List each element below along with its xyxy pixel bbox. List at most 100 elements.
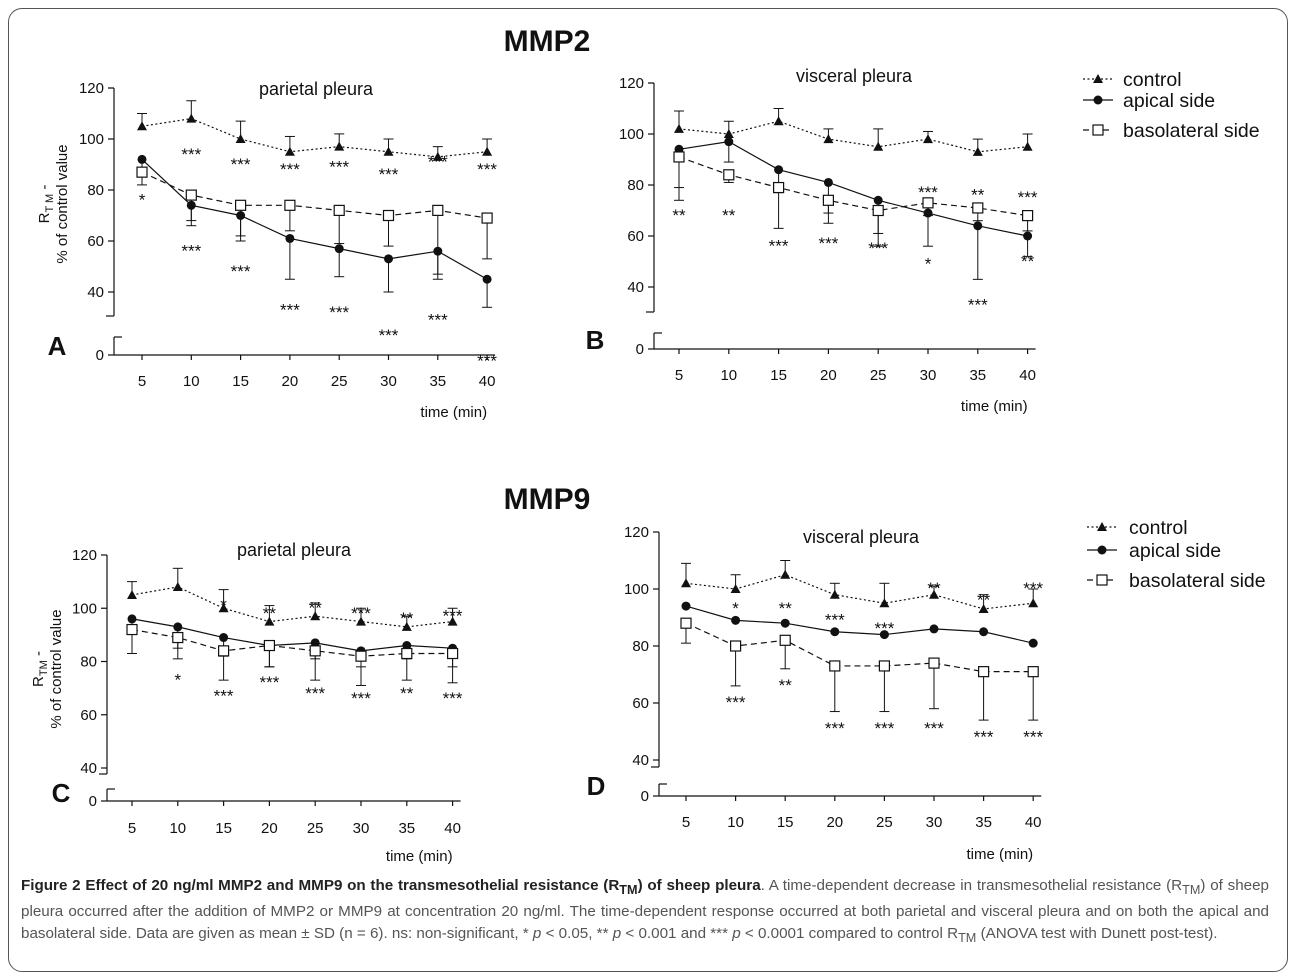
y-tick-label: 100	[79, 131, 104, 148]
series-basolateral	[136, 166, 493, 275]
data-point	[284, 146, 295, 156]
data-point	[334, 141, 345, 151]
data-point	[780, 569, 791, 579]
data-point	[979, 627, 989, 637]
significance-label: ***	[305, 684, 325, 703]
significance-label: ***	[428, 152, 448, 171]
y-tick-label: 0	[96, 347, 104, 364]
series-line	[685, 622, 1034, 673]
significance-label: ***	[181, 145, 201, 164]
data-point	[972, 202, 984, 214]
significance-label: *	[925, 255, 932, 274]
y-tick-label: 60	[627, 228, 644, 245]
y-tick-label: 0	[641, 788, 649, 805]
y-tick-label: 120	[619, 75, 644, 92]
data-point	[680, 617, 692, 629]
data-point	[723, 129, 734, 138]
significance-label: ***	[1023, 727, 1043, 746]
data-point	[731, 615, 741, 625]
y-tick-label: 60	[632, 695, 649, 712]
data-point	[823, 134, 834, 144]
data-point	[482, 274, 492, 284]
data-point	[263, 639, 275, 652]
series-line	[131, 628, 453, 657]
panel-label: D	[587, 771, 606, 801]
significance-label: ***	[259, 673, 279, 692]
data-point	[829, 589, 840, 599]
legend-marker-apical	[1093, 95, 1103, 105]
data-point	[310, 611, 321, 621]
legend-marker-basolateral	[1092, 124, 1104, 136]
x-tick-label: 20	[282, 373, 299, 390]
data-point	[482, 146, 493, 156]
significance-label: ***	[379, 326, 399, 345]
x-tick-label: 10	[727, 814, 744, 831]
data-point	[830, 627, 840, 637]
data-point	[185, 189, 197, 201]
significance-label: ***	[918, 183, 938, 202]
heading-mmp9: MMP9	[504, 483, 591, 516]
y-tick-label: 0	[636, 341, 644, 358]
data-point	[972, 146, 983, 156]
y-axis-label-line2: % of control value	[54, 144, 71, 263]
x-tick-label: 35	[429, 373, 446, 390]
x-tick-label: 25	[876, 814, 893, 831]
significance-label: **	[309, 599, 323, 618]
significance-label: ***	[443, 607, 463, 626]
x-tick-label: 25	[307, 820, 324, 837]
data-point	[1027, 666, 1039, 678]
y-tick-label: 40	[627, 279, 644, 296]
data-point	[172, 631, 184, 644]
data-point	[1022, 141, 1033, 151]
panel-label: B	[586, 325, 605, 355]
y-tick-label: 80	[87, 182, 104, 199]
chart-title: parietal pleura	[259, 79, 374, 99]
significance-label: ***	[726, 693, 746, 712]
x-tick-label: 5	[675, 367, 683, 384]
x-tick-label: 15	[232, 373, 249, 390]
x-axis-label: time (min)	[961, 398, 1028, 415]
significance-label: **	[779, 599, 793, 618]
series-control	[681, 560, 1039, 613]
data-point	[872, 204, 884, 217]
legend-label-apical: apical side	[1123, 90, 1215, 112]
data-point	[922, 197, 934, 209]
series-basolateral	[126, 623, 459, 686]
data-point	[822, 194, 835, 206]
significance-label: ***	[351, 689, 371, 708]
y-axis-label: RTM -% of control value	[30, 609, 65, 728]
data-point	[681, 578, 691, 588]
data-point	[923, 134, 933, 144]
x-axis-label: time (min)	[967, 846, 1034, 863]
significance-label: ***	[1023, 579, 1043, 598]
x-axis-label: time (min)	[420, 404, 487, 421]
legend-marker-apical	[1097, 545, 1107, 555]
series-line	[678, 156, 1028, 217]
x-tick-label: 20	[820, 367, 837, 384]
figure-panel: MMP2 MMP9 parietal pleura A 0 40 60 80 100 120 5…	[8, 8, 1288, 972]
y-tick-label: 0	[89, 793, 97, 810]
data-point	[235, 134, 246, 143]
x-tick-label: 30	[380, 373, 397, 390]
series-line	[678, 120, 1028, 153]
significance-label: *	[139, 191, 146, 210]
significance-label: ***	[818, 234, 838, 253]
data-point	[401, 647, 413, 660]
data-point	[309, 645, 321, 657]
significance-label: ***	[280, 300, 300, 319]
data-point	[432, 204, 444, 216]
data-point	[383, 146, 394, 156]
significance-label: ***	[231, 155, 251, 174]
x-tick-label: 10	[169, 820, 186, 837]
y-axis-label-line1: RTM -	[30, 651, 50, 687]
significance-label: **	[722, 206, 736, 225]
x-tick-label: 15	[215, 820, 232, 837]
x-tick-label: 35	[975, 814, 992, 831]
x-tick-label: 15	[777, 814, 794, 831]
y-tick-label: 80	[632, 638, 649, 655]
caption-text: . A time-dependent decrease in transmeso…	[21, 877, 1269, 946]
significance-label: ***	[974, 727, 994, 746]
data-point	[285, 233, 295, 243]
legend-marker-control	[1093, 74, 1103, 83]
